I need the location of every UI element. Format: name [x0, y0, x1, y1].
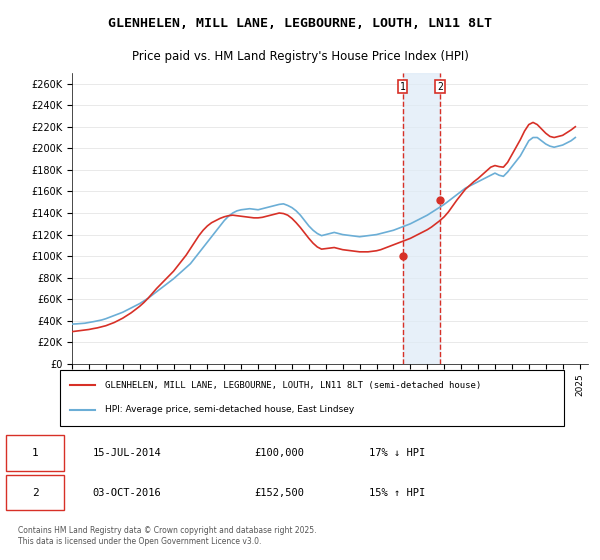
FancyBboxPatch shape	[6, 475, 64, 510]
Text: 17% ↓ HPI: 17% ↓ HPI	[369, 448, 425, 458]
Text: £100,000: £100,000	[254, 448, 304, 458]
FancyBboxPatch shape	[60, 370, 564, 426]
Text: 1: 1	[32, 448, 38, 458]
Text: 2: 2	[32, 488, 38, 497]
Text: 15% ↑ HPI: 15% ↑ HPI	[369, 488, 425, 497]
Text: 2: 2	[437, 82, 443, 91]
Text: 03-OCT-2016: 03-OCT-2016	[92, 488, 161, 497]
Text: 1: 1	[400, 82, 406, 91]
Text: Price paid vs. HM Land Registry's House Price Index (HPI): Price paid vs. HM Land Registry's House …	[131, 50, 469, 63]
Bar	[403, 73, 440, 364]
Text: GLENHELEN, MILL LANE, LEGBOURNE, LOUTH, LN11 8LT: GLENHELEN, MILL LANE, LEGBOURNE, LOUTH, …	[108, 17, 492, 30]
Text: £152,500: £152,500	[254, 488, 304, 497]
Text: GLENHELEN, MILL LANE, LEGBOURNE, LOUTH, LN11 8LT (semi-detached house): GLENHELEN, MILL LANE, LEGBOURNE, LOUTH, …	[106, 381, 482, 390]
Text: 15-JUL-2014: 15-JUL-2014	[92, 448, 161, 458]
Text: Contains HM Land Registry data © Crown copyright and database right 2025.
This d: Contains HM Land Registry data © Crown c…	[18, 526, 316, 546]
FancyBboxPatch shape	[6, 436, 64, 470]
Text: HPI: Average price, semi-detached house, East Lindsey: HPI: Average price, semi-detached house,…	[106, 405, 355, 414]
